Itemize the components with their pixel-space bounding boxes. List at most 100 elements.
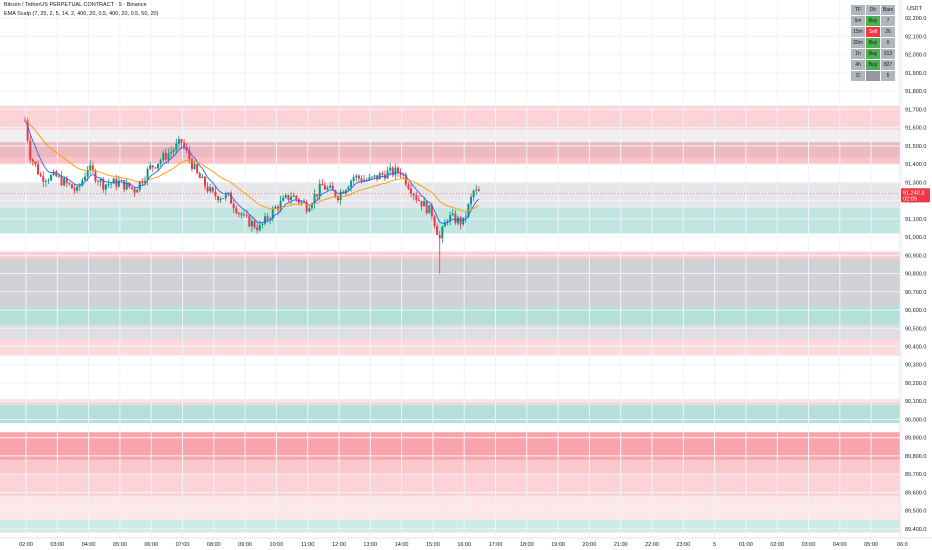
candle-body: [157, 163, 160, 169]
candle-body: [42, 176, 45, 182]
candle-body: [295, 195, 298, 200]
candle-body: [399, 172, 402, 176]
candle-body: [357, 175, 360, 179]
candle-body: [433, 216, 436, 227]
table-cell-bars: 7: [881, 16, 895, 26]
x-tick-label: 5: [713, 542, 716, 548]
y-tick-label: 89,600.0: [905, 490, 926, 496]
candle-body: [167, 153, 170, 160]
candle-body: [303, 201, 306, 203]
table-cell-bars: 0: [881, 38, 895, 48]
candle-body: [60, 175, 63, 186]
table-cell-bars: 26: [881, 27, 895, 37]
candle-body: [89, 165, 92, 171]
candle-body: [243, 214, 246, 216]
candle-body: [329, 185, 332, 188]
candle-body: [263, 216, 266, 224]
x-tick-label: 13:00: [363, 542, 377, 548]
candle-body: [209, 187, 212, 192]
candle-body: [475, 189, 478, 191]
candle-body: [190, 159, 193, 170]
candle-body: [99, 178, 102, 182]
y-tick-label: 91,400.0: [905, 162, 926, 168]
candle-body: [331, 185, 334, 191]
y-tick-label: 90,900.0: [905, 253, 926, 259]
candle-body: [193, 164, 196, 170]
y-tick-label: 91,900.0: [905, 71, 926, 77]
candle-body: [31, 159, 34, 162]
table-cell-dir: Buy: [866, 16, 880, 26]
table-cell-bars: 913: [881, 49, 895, 59]
y-tick-label: 89,800.0: [905, 454, 926, 460]
candle-body: [284, 195, 287, 198]
zone-0: [0, 105, 900, 130]
candle-body: [449, 215, 452, 222]
candle-body: [159, 160, 162, 164]
candle-body: [253, 220, 256, 228]
table-cell-dir: Sell: [866, 27, 880, 37]
x-tick-label: 02:00: [770, 542, 784, 548]
candle-body: [355, 175, 358, 178]
candle-body: [52, 171, 55, 176]
candle-body: [334, 190, 337, 197]
table-row: 5m Buy 7: [851, 16, 895, 26]
candle-body: [65, 178, 68, 184]
candle-body: [323, 185, 326, 190]
candle-body: [420, 200, 423, 207]
candle-body: [258, 224, 261, 231]
candle-body: [269, 218, 272, 220]
candle-body: [73, 188, 76, 191]
candle-body: [417, 199, 420, 201]
table-row: 4h Buy 827: [851, 60, 895, 70]
table-header-cell: Bars: [881, 5, 895, 15]
candle-body: [373, 175, 376, 177]
zone-2: [0, 129, 900, 157]
x-tick-label: 08:00: [207, 542, 221, 548]
candle-body: [396, 167, 399, 173]
x-tick-label: 02:00: [19, 542, 33, 548]
candle-body: [248, 215, 251, 227]
candle-body: [287, 195, 290, 201]
candle-body: [394, 167, 397, 176]
price-tag: [901, 188, 930, 203]
x-tick-label: 09:00: [238, 542, 252, 548]
y-tick-label: 91,800.0: [905, 89, 926, 95]
candle-body: [188, 150, 191, 160]
candle-body: [277, 206, 280, 210]
candle-body: [55, 171, 58, 177]
candle-body: [164, 153, 167, 160]
candle-body: [232, 203, 235, 209]
candle-body: [214, 191, 217, 197]
candle-body: [305, 202, 308, 212]
y-tick-label: 89,500.0: [905, 509, 926, 515]
candle-body: [76, 186, 79, 191]
zone-8: [0, 324, 900, 340]
candle-body: [365, 179, 368, 181]
y-tick-label: 91,600.0: [905, 126, 926, 132]
candle-body: [279, 200, 282, 210]
table-cell-bars: 827: [881, 60, 895, 70]
candle-body: [321, 183, 324, 186]
candle-body: [282, 197, 285, 201]
currency-label[interactable]: USDT: [907, 6, 922, 12]
candle-body: [250, 220, 253, 227]
candle-body: [438, 234, 441, 239]
candle-body: [350, 180, 353, 188]
candle-body: [451, 213, 454, 216]
candle-body: [342, 191, 345, 194]
x-tick-label: 18:00: [520, 542, 534, 548]
y-tick-label: 92,100.0: [905, 34, 926, 40]
candle-body: [50, 175, 53, 181]
y-tick-label: 90,700.0: [905, 290, 926, 296]
candle-body: [441, 226, 444, 239]
candle-body: [454, 213, 457, 224]
zone-3: [0, 182, 900, 208]
candles-layer: [24, 117, 480, 274]
y-tick-label: 91,300.0: [905, 180, 926, 186]
table-row: 30m Buy 0: [851, 38, 895, 48]
table-row: 15m Sell 26: [851, 27, 895, 37]
y-tick-label: 90,500.0: [905, 326, 926, 332]
indicator-label[interactable]: EMA Scalp (7, 25, 2, 5, 14, 2, 400, 20, …: [4, 11, 159, 17]
